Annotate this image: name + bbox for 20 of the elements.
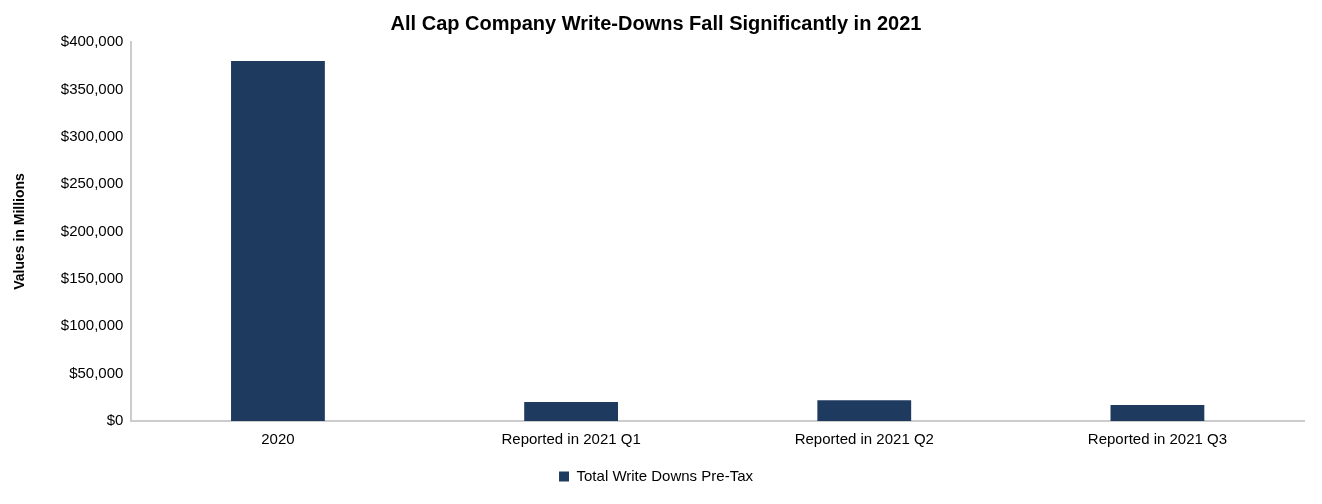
y-tick-label: $400,000: [60, 32, 124, 50]
x-tick-label: Reported in 2021 Q3: [1087, 430, 1228, 448]
y-tick-label: $200,000: [60, 221, 124, 239]
y-axis-title: Values in Millions: [11, 172, 28, 290]
x-tick-label: Reported in 2021 Q1: [501, 430, 641, 448]
y-tick-label: $50,000: [69, 363, 124, 381]
y-tick-label: $150,000: [60, 269, 124, 287]
legend-label: Total Write Downs Pre-Tax: [576, 466, 754, 484]
x-tick-label: Reported in 2021 Q2: [794, 430, 934, 448]
bar: [524, 402, 619, 421]
y-tick-label: $0: [106, 411, 124, 429]
bar: [1110, 404, 1205, 421]
y-tick-label: $350,000: [60, 79, 124, 97]
bar: [817, 400, 912, 421]
y-tick-label: $250,000: [60, 174, 124, 192]
chart-title: All Cap Company Write-Downs Fall Significantly in 2021: [390, 11, 922, 34]
y-tick-label: $100,000: [60, 316, 124, 334]
y-tick-label: $300,000: [60, 126, 124, 144]
bar: [231, 60, 325, 421]
x-tick-label: 2020: [261, 430, 295, 448]
